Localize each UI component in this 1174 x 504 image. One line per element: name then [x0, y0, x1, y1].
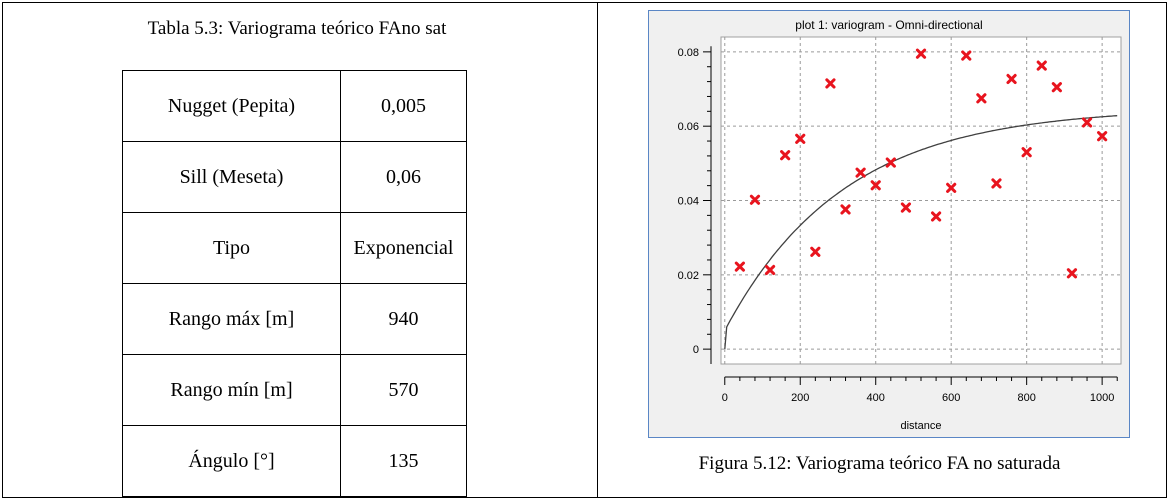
table-row: Rango mín [m] 570	[122, 354, 467, 426]
parameter-name: Nugget (Pepita)	[122, 70, 341, 142]
data-point	[1036, 60, 1047, 71]
x-tick-label: 800	[1017, 392, 1035, 404]
data-point	[1021, 147, 1032, 158]
data-point	[1051, 82, 1062, 93]
variogram-parameters-table: Nugget (Pepita) 0,005 Sill (Meseta) 0,06 Tip…	[122, 70, 467, 497]
parameter-name: Sill (Meseta)	[122, 141, 341, 213]
parameter-value: 135	[340, 425, 467, 497]
x-tick-label: 200	[791, 392, 809, 404]
table-row: Rango máx [m] 940	[122, 283, 467, 355]
parameter-value: Exponencial	[340, 212, 467, 284]
data-point	[915, 48, 927, 59]
data-point	[810, 246, 821, 257]
data-point	[961, 50, 972, 61]
parameter-value: 570	[340, 354, 467, 426]
parameter-name: Ángulo [°]	[122, 425, 341, 497]
cell-divider	[597, 3, 598, 497]
data-point	[870, 180, 881, 191]
figure-caption: Figura 5.12: Variograma teórico FA no sa…	[698, 453, 1061, 474]
data-point	[991, 178, 1002, 189]
data-point	[825, 78, 836, 89]
data-point	[976, 93, 987, 104]
data-point	[930, 211, 942, 222]
parameter-value: 0,005	[340, 70, 467, 142]
table-caption: Tabla 5.3: Variograma teórico FAno sat	[147, 18, 447, 39]
parameter-value: 940	[340, 283, 467, 355]
parameter-value: 0,06	[340, 141, 467, 213]
model-curve	[724, 115, 1118, 350]
table-row: Nugget (Pepita) 0,005	[122, 70, 467, 142]
data-point	[1081, 117, 1093, 128]
data-point	[1066, 268, 1078, 279]
data-point	[1006, 73, 1017, 85]
table-row: Ángulo [°] 135	[122, 425, 467, 497]
data-point	[900, 202, 912, 213]
data-point	[749, 194, 761, 205]
data-point	[734, 261, 745, 272]
y-tick-label: 0	[693, 344, 699, 356]
data-point	[1097, 131, 1108, 142]
y-tick-label: 0.04	[678, 196, 699, 208]
variogram-plot-svg: plot 1: variogram - Omni-directional 0 0.0…	[678, 18, 1122, 432]
x-tick-label: 1000	[1090, 392, 1114, 404]
x-tick-label: 600	[942, 392, 960, 404]
data-point	[795, 133, 806, 144]
y-tick-label: 0.02	[678, 270, 699, 282]
data-point	[764, 264, 776, 276]
parameter-name: Rango mín [m]	[122, 354, 341, 426]
figure-frame	[2, 2, 1167, 498]
y-tick-label: 0.08	[678, 47, 699, 59]
data-point	[946, 182, 957, 193]
data-point	[855, 167, 866, 178]
variogram-plot: plot 1: variogram - Omni-directional 0 0.0…	[648, 10, 1130, 438]
y-tick-label: 0.06	[678, 121, 699, 133]
x-tick-label: 400	[867, 392, 885, 404]
data-point	[885, 157, 896, 168]
x-axis-label: distance	[901, 420, 942, 432]
data-point	[780, 150, 791, 161]
data-point	[840, 204, 851, 215]
plot-title: plot 1: variogram - Omni-directional	[795, 18, 982, 32]
table-row: Tipo Exponencial	[122, 212, 467, 284]
parameter-name: Rango máx [m]	[122, 283, 341, 355]
table-row: Sill (Meseta) 0,06	[122, 141, 467, 213]
x-tick-label: 0	[722, 392, 728, 404]
parameter-name: Tipo	[122, 212, 341, 284]
